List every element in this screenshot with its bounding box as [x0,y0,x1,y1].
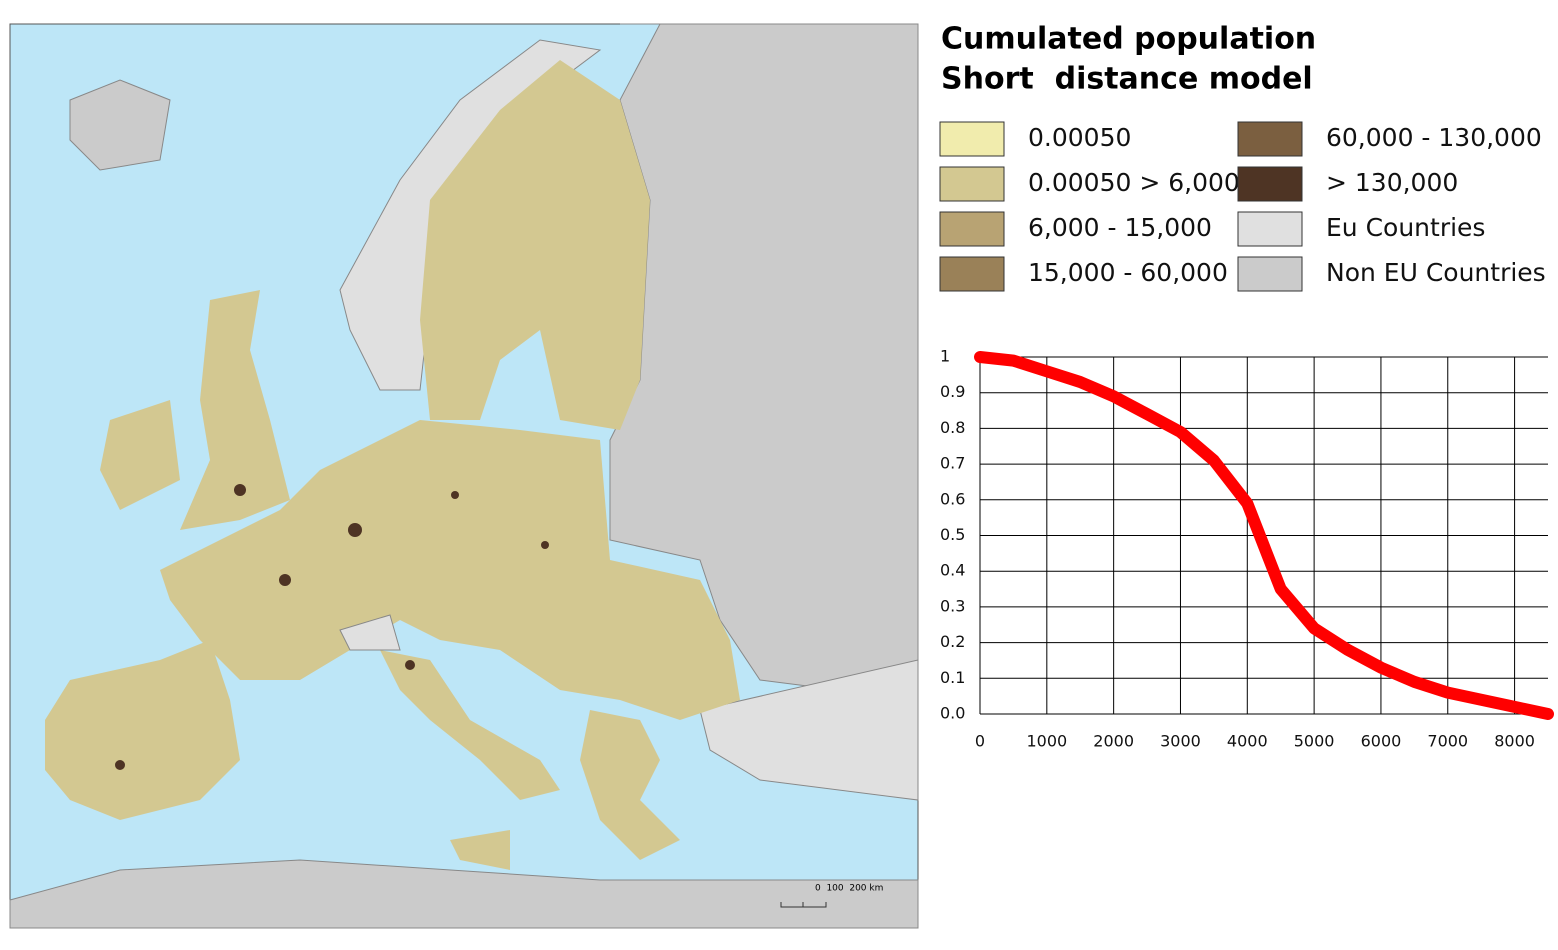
legend-swatch [939,211,1005,247]
city [405,660,415,670]
eu-population [45,60,740,870]
legend-label: 0.00050 [1028,123,1131,152]
legend-label: 0.00050 > 6,000 [1028,168,1240,197]
map: 0 100 200 km [9,23,919,929]
y-tick-label: 0.5 [940,525,965,544]
uk [180,290,290,530]
legend-swatch [1237,256,1303,292]
x-tick-label: 8000 [1494,732,1535,751]
legend-swatch [939,121,1005,157]
city [279,574,291,586]
mainland [160,420,740,720]
legend-swatch [1237,211,1303,247]
y-tick-label: 0.6 [940,489,965,508]
legend-label: Non EU Countries [1326,258,1546,287]
ireland [100,400,180,510]
x-tick-label: 2000 [1093,732,1134,751]
legend-swatch [939,166,1005,202]
iberia [45,640,240,820]
x-tick-label: 4000 [1227,732,1268,751]
y-tick-label: 0.0 [940,704,965,723]
legend-swatch [939,256,1005,292]
y-tick-label: 0.1 [940,668,965,687]
city [115,760,125,770]
y-tick-label: 0.8 [940,418,965,437]
sicily [450,830,510,870]
switzerland [339,614,401,651]
legend-swatch [1237,121,1303,157]
iceland [69,79,171,171]
x-tick-label: 0 [975,732,985,751]
legend-label: 15,000 - 60,000 [1028,258,1228,287]
y-tick-label: 0.4 [940,561,965,580]
scale-bar-line [780,902,827,908]
chart: 0.0 0.1 0.2 0.3 0.4 0.5 0.6 0.7 0.8 0.9 1 0 1000 2000… [940,347,1554,751]
title: Short distance model [941,62,1313,97]
x-tick-label: 7000 [1427,732,1468,751]
title: Cumulated population [941,22,1316,57]
y-tick-label: 0.7 [940,454,965,473]
city [451,491,459,499]
city [348,523,362,537]
scale-bar: 0 100 200 km [815,884,883,894]
city [541,541,549,549]
north-africa [9,859,919,929]
legend-label: > 130,000 [1326,168,1458,197]
legend-swatch [1237,166,1303,202]
x-tick-label: 1000 [1026,732,1067,751]
legend-label: Eu Countries [1326,213,1485,242]
x-tick-label: 3000 [1160,732,1201,751]
legend-label: 60,000 - 130,000 [1326,123,1542,152]
y-tick-label: 0.9 [940,382,965,401]
nordic [420,60,650,430]
greece [580,710,680,860]
city [234,484,246,496]
y-tick-label: 0.2 [940,632,965,651]
legend: 0.00050 0.00050 > 6,000 6,000 - 15,000 15,0… [939,121,1546,292]
y-tick-label: 0.3 [940,596,965,615]
legend-label: 6,000 - 15,000 [1028,213,1212,242]
x-tick-label: 6000 [1361,732,1402,751]
y-tick-label: 1 [940,347,950,366]
line [974,351,1554,720]
cities [115,484,549,770]
turkey [699,659,919,801]
x-tick-label: 5000 [1294,732,1335,751]
italy [380,650,560,800]
